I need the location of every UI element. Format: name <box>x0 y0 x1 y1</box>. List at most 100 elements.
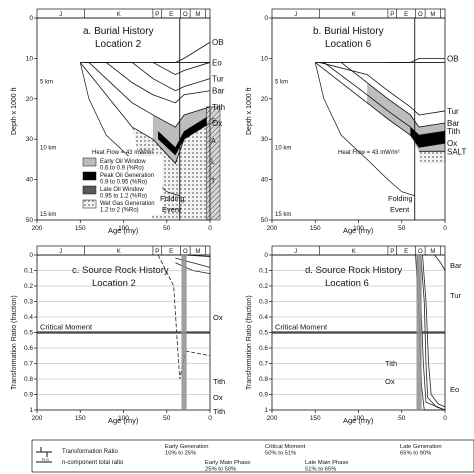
panel-d-subtitle: Location 6 <box>325 278 369 289</box>
horizon-label: OB <box>447 54 459 63</box>
horizon-label: Tur <box>447 107 459 116</box>
horizon-label: Bar <box>447 119 460 128</box>
y-tick-label: 0.2 <box>24 283 33 290</box>
y-tick-label: 20 <box>261 96 269 103</box>
phase-label: Late Generation <box>400 444 442 450</box>
y-tick-label: 30 <box>261 136 269 143</box>
y-tick-label: 0.6 <box>24 345 33 352</box>
period-label: E <box>404 249 408 255</box>
horizon-line <box>152 41 211 63</box>
y-tick-label: 0.5 <box>259 330 268 337</box>
panel-a-subtitle: Location 2 <box>95 39 142 50</box>
series-line <box>157 254 211 380</box>
y-tick-label: 0 <box>29 15 33 22</box>
y-tick-label: 0.8 <box>24 376 33 383</box>
legend-swatch <box>82 185 97 195</box>
legend-swatch <box>82 199 97 209</box>
series-line <box>434 254 446 271</box>
horizon-line <box>105 62 211 104</box>
km-label: 10 km <box>40 146 56 152</box>
legend-swatch <box>82 157 97 167</box>
series-label: Tith <box>213 407 225 416</box>
y-tick-label: 30 <box>26 136 34 143</box>
horizon-line <box>319 62 446 116</box>
horizon-label: Tur <box>212 75 224 84</box>
series-label: Eo <box>450 385 459 394</box>
period-label: M <box>430 12 435 18</box>
horizon-label: Tith <box>212 103 225 112</box>
x-tick-label: 100 <box>118 225 129 232</box>
phase-range: 25% to 50% <box>205 467 236 473</box>
series-label: Ox <box>385 377 395 386</box>
y-axis-label-b: Depth x 1000 ft <box>246 87 253 135</box>
legend-label: Early Oil Window <box>100 159 146 165</box>
period-label: J <box>294 12 297 18</box>
y-tick-label: 0.4 <box>259 314 268 321</box>
km-label: 15 km <box>40 212 56 218</box>
early-oil-zone <box>152 106 210 164</box>
period-label: M <box>430 249 435 255</box>
x-tick-label: 50 <box>398 225 406 232</box>
phase-label: Critical Moment <box>265 444 306 450</box>
x-tick-label: 50 <box>398 415 406 422</box>
y-tick-label: 10 <box>26 55 34 62</box>
y-tick-label: 0.1 <box>24 268 33 275</box>
footer-key2: n-component total ratio <box>62 460 124 466</box>
horizon-line <box>323 62 446 136</box>
y-tick-label: 0 <box>264 252 268 259</box>
horizon-label: Tith <box>447 127 460 136</box>
series-line <box>422 254 446 408</box>
basin-base <box>314 62 415 197</box>
horizon-line <box>315 62 446 148</box>
critical-moment-label: Critical Moment <box>275 323 328 332</box>
peak-oil-zone <box>158 114 210 156</box>
x-tick-label: 0 <box>208 225 212 232</box>
y-axis-label-c: Transformation Ratio (fraction) <box>11 295 18 390</box>
period-label: P <box>155 249 159 255</box>
horizon-line <box>340 62 446 128</box>
x-tick-label: 200 <box>32 225 43 232</box>
x-tick-label: 150 <box>310 225 321 232</box>
x-tick-label: 100 <box>118 415 129 422</box>
phase-range: 10% to 25% <box>165 451 196 457</box>
legend-range: 0.95 to 1.2 (%Ro) <box>100 194 147 200</box>
horizon-label: Bar <box>212 87 225 96</box>
legend-range: 1.2 to 2 (%Ro) <box>100 208 139 214</box>
series-label: Tur <box>450 291 461 300</box>
period-label: K <box>117 249 121 255</box>
series-label: Bar <box>450 261 462 270</box>
x-axis-label-b: Age (my) <box>343 226 374 235</box>
y-tick-label: 0.7 <box>259 361 268 368</box>
folding-label-b2: Event <box>390 205 410 214</box>
y-tick-label: 0.4 <box>24 314 33 321</box>
x-tick-label: 50 <box>163 415 171 422</box>
y-tick-label: 0.9 <box>24 392 33 399</box>
horizon-label: Ox <box>447 139 457 148</box>
x-axis-label-d: Age (my) <box>343 416 374 425</box>
y-tick-label: 0.1 <box>259 268 268 275</box>
panel-b-title: b. Burial History <box>313 26 384 37</box>
period-label: E <box>169 249 173 255</box>
period-label: P <box>390 249 394 255</box>
x-axis-label-c: Age (my) <box>108 416 139 425</box>
x-tick-label: 0 <box>443 225 447 232</box>
x-tick-label: 0 <box>208 415 212 422</box>
y-tick-label: 40 <box>26 177 34 184</box>
legend-label: Peak Oil Generation <box>100 173 154 179</box>
horizon-line <box>88 62 211 128</box>
km-label: 5 km <box>275 79 288 85</box>
series-label: Ox <box>213 313 223 322</box>
panel-b-subtitle: Location 6 <box>325 39 372 50</box>
x-tick-label: 150 <box>75 225 86 232</box>
period-label: O <box>183 249 188 255</box>
horizon-label: SALT <box>447 147 467 156</box>
legend-range: 0.9 to 0.95 (%Ro) <box>100 180 147 186</box>
phase-range: 50% to 51% <box>265 451 296 457</box>
footer-key: R-S Transformation Ratio n-component tot… <box>31 439 474 473</box>
